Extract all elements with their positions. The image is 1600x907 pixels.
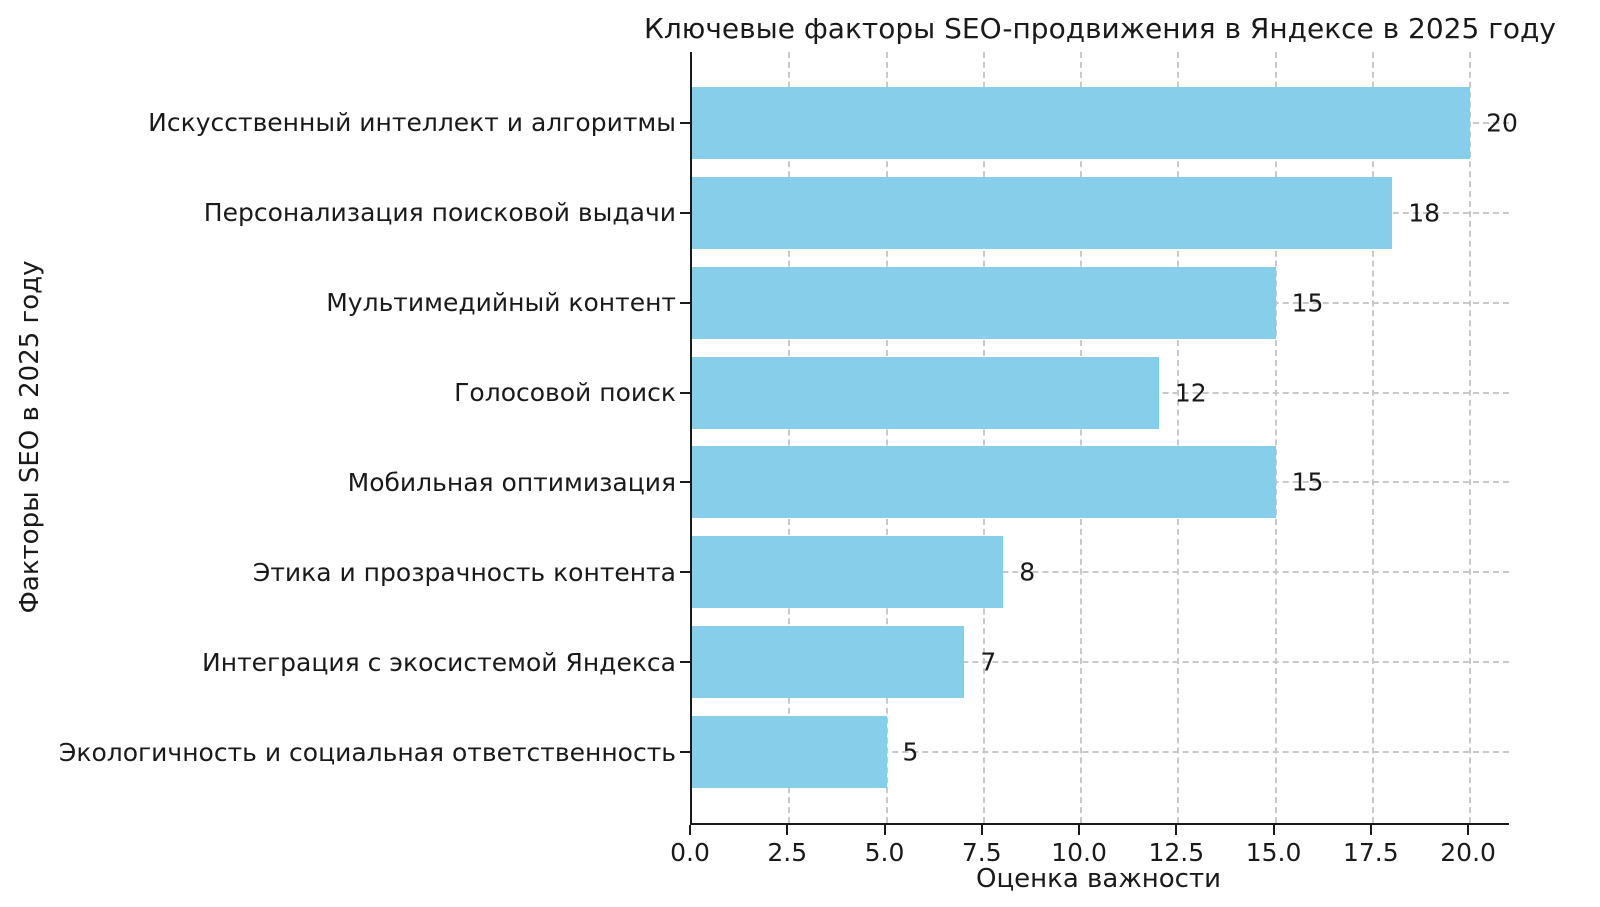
bar (692, 176, 1393, 249)
x-tick-mark (1272, 825, 1275, 835)
bar-value-label: 20 (1486, 108, 1518, 138)
y-tick-mark (680, 211, 690, 214)
bar-value-label: 15 (1291, 467, 1324, 497)
bar-row: 8 (692, 527, 1509, 617)
x-tick-mark (980, 825, 983, 835)
x-tick-label: 15.0 (1245, 838, 1302, 867)
bar (692, 716, 887, 789)
y-tick-cell (680, 438, 690, 528)
horizontal-gridline (692, 571, 1509, 574)
y-tick-cell (680, 617, 690, 707)
bar (692, 86, 1471, 159)
bar-row: 18 (692, 168, 1509, 258)
y-tick-cell (680, 258, 690, 348)
x-tick-mark (689, 825, 691, 835)
x-tick-label: 20.0 (1440, 838, 1496, 867)
y-tick-mark (680, 481, 690, 484)
y-category-label: Голосовой поиск (454, 378, 676, 408)
y-tick-cell (680, 527, 690, 617)
bar (692, 266, 1276, 339)
x-tick-mark (1078, 825, 1081, 835)
x-axis-ticks: 0.0 2.5 5.0 7.5 10.0 12.5 15.0 17.5 20.0 (670, 825, 1507, 885)
y-category-label: Персонализация поисковой выдачи (203, 198, 676, 228)
vertical-gridline (885, 52, 888, 823)
bar (692, 356, 1159, 429)
bar-value-label: 12 (1174, 378, 1207, 408)
bar-value-label: 8 (1019, 557, 1036, 587)
bar-value-label: 7 (980, 647, 997, 677)
bar-row: 15 (692, 258, 1509, 348)
bar-value-label: 15 (1291, 288, 1324, 318)
bar-row: 20 (692, 78, 1518, 168)
chart-title: Ключевые факторы SEO-продвижения в Яндек… (644, 12, 1556, 45)
bar (692, 446, 1276, 519)
horizontal-gridline (692, 661, 1509, 664)
vertical-gridline (982, 52, 985, 823)
vertical-gridline (1469, 52, 1472, 823)
y-tick-mark (680, 571, 690, 574)
y-category-label: Интеграция с экосистемой Яндекса (202, 647, 676, 677)
bar-value-label: 18 (1408, 198, 1441, 228)
y-category-label: Мультимедийный контент (326, 288, 676, 318)
vertical-gridline (788, 52, 791, 823)
y-tick-mark (680, 121, 690, 124)
x-tick-mark (1369, 825, 1372, 835)
vertical-gridline (1274, 52, 1277, 823)
y-tick-mark (680, 301, 690, 304)
bar-row: 7 (692, 617, 1509, 707)
bar (692, 626, 965, 699)
bar-row: 5 (692, 707, 1509, 797)
y-category-label: Мобильная оптимизация (347, 467, 676, 497)
x-tick-label: 10.0 (1051, 838, 1107, 867)
y-tick-mark (680, 661, 690, 664)
y-tick-cell (680, 707, 690, 797)
y-tick-cell (680, 168, 690, 258)
bar (692, 536, 1004, 609)
vertical-gridline (1080, 52, 1083, 823)
x-tick-label: 5.0 (864, 838, 905, 867)
x-tick-mark (883, 825, 886, 835)
x-tick-label: 17.5 (1342, 838, 1399, 867)
x-tick-label: 2.5 (767, 838, 808, 867)
x-tick-mark (786, 825, 789, 835)
y-tick-mark (680, 391, 690, 394)
x-axis-label: Оценка важности (976, 864, 1221, 894)
x-tick-label: 12.5 (1148, 838, 1205, 867)
bar-row: 12 (692, 348, 1509, 438)
horizontal-gridline (692, 751, 1509, 754)
y-category-label: Искусственный интеллект и алгоритмы (148, 108, 676, 138)
bar-rows: 20 18 15 12 15 8 7 5 (692, 52, 1518, 823)
y-category-label: Этика и прозрачность контента (252, 557, 676, 587)
plot-area: 20 18 15 12 15 8 7 5 (690, 52, 1518, 825)
bar-row: 15 (692, 438, 1509, 528)
y-tick-cell (680, 348, 690, 438)
bar-value-label: 5 (902, 737, 919, 767)
x-tick-label: 0.0 (670, 838, 710, 867)
x-tick-label: 7.5 (961, 838, 1002, 867)
y-tick-mark (680, 751, 690, 754)
y-tick-cell (680, 78, 690, 168)
x-tick-mark (1175, 825, 1178, 835)
y-category-labels: Искусственный интеллект и алгоритмы Персо… (0, 52, 676, 823)
x-tick-mark (1467, 825, 1470, 835)
y-axis-ticks (680, 52, 690, 823)
vertical-gridline (1371, 52, 1374, 823)
vertical-gridline (1177, 52, 1180, 823)
y-category-label: Экологичность и социальная ответственнос… (58, 737, 676, 767)
